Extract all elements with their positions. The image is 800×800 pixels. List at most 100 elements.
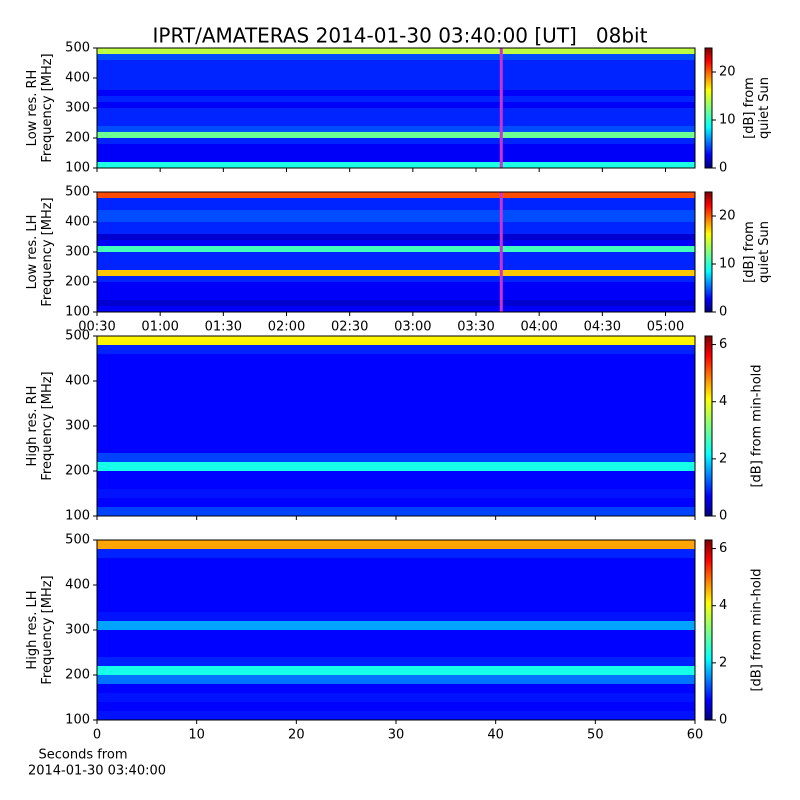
colorbar-tick-label: 0 [719, 161, 727, 176]
heatmap-cell [97, 216, 695, 222]
x-tick-label: 10 [188, 728, 205, 743]
heatmap-cell [97, 399, 695, 408]
y-tick-label: 200 [65, 131, 90, 146]
heatmap-cell [97, 498, 695, 507]
heatmap-cell [97, 282, 695, 288]
heatmap-cell [97, 372, 695, 381]
heatmap-cell [97, 276, 695, 282]
figure-title: IPRT/AMATERAS 2014-01-30 03:40:00 [UT] 0… [153, 24, 648, 48]
y-tick-label: 500 [65, 185, 90, 200]
colorbar-tick-label: 0 [719, 305, 727, 320]
colorbar-tick-label: 0 [719, 509, 727, 524]
y-axis-label: Frequency [MHz] [40, 53, 55, 162]
colorbar-tick-label: 20 [719, 209, 736, 224]
heatmap-cell [97, 84, 695, 90]
heatmap-cell [97, 381, 695, 390]
heatmap-cell [97, 576, 695, 585]
colorbar-label: [dB] from [742, 77, 757, 139]
y-axis-label: Low res. LH [25, 215, 40, 290]
colorbar [704, 335, 713, 517]
y-axis-label: Low res. RH [25, 70, 40, 147]
heatmap-cell [97, 294, 695, 300]
heatmap-cell [97, 336, 695, 345]
colorbar-tick-label: 20 [719, 65, 736, 80]
colorbar-tick-label: 10 [719, 113, 736, 128]
heatmap-cell [97, 144, 695, 150]
heatmap-cell [97, 234, 695, 240]
heatmap-cell [97, 507, 695, 516]
y-tick-label: 500 [65, 41, 90, 56]
y-axis-label: Frequency [MHz] [40, 575, 55, 684]
colorbar [704, 191, 713, 313]
heatmap-cell [97, 558, 695, 567]
heatmap-cell [97, 549, 695, 558]
heatmap-cell [97, 288, 695, 294]
x-tick-label: 00:30 [78, 320, 115, 335]
heatmap-cell [97, 126, 695, 132]
heatmap-cell [97, 228, 695, 234]
y-tick-label: 400 [65, 374, 90, 389]
x-tick-label: 04:00 [520, 320, 557, 335]
colorbar-label: [dB] from min-hold [750, 364, 765, 487]
x-tick-label: 02:00 [268, 320, 305, 335]
heatmap-cell [97, 66, 695, 72]
heatmap-cell [97, 108, 695, 114]
heatmap-cell [97, 132, 695, 138]
x-tick-label: 02:30 [331, 320, 368, 335]
y-tick-label: 400 [65, 578, 90, 593]
y-tick-label: 200 [65, 464, 90, 479]
colorbar [704, 47, 713, 169]
x-tick-label: 04:30 [584, 320, 621, 335]
y-tick-label: 500 [65, 533, 90, 548]
heatmap-cell [97, 54, 695, 60]
heatmap-cell [97, 489, 695, 498]
colorbar [704, 539, 713, 721]
x-tick-label: 03:00 [394, 320, 431, 335]
heatmap-cell [97, 198, 695, 204]
heatmap-cell [97, 306, 695, 312]
heatmap-cell [97, 210, 695, 216]
heatmap-cell [97, 204, 695, 210]
colorbar-label: quiet Sun [757, 77, 772, 139]
x-tick-label: 03:30 [457, 320, 494, 335]
heatmap-cell [97, 426, 695, 435]
heatmap-cell [97, 96, 695, 102]
heatmap-cell [97, 453, 695, 462]
heatmap-cell [97, 684, 695, 693]
colorbar-label: quiet Sun [757, 221, 772, 283]
colorbar-tick-label: 6 [719, 337, 727, 352]
heatmap-cell [97, 72, 695, 78]
heatmap-cell [97, 612, 695, 621]
heatmap-cell [97, 702, 695, 711]
x-axis-label: 2014-01-30 03:40:00 [28, 764, 166, 779]
x-axis-label: Seconds from [38, 748, 127, 763]
colorbar-tick-label: 4 [719, 394, 727, 409]
heatmap-cell [97, 156, 695, 162]
x-tick-label: 01:00 [141, 320, 178, 335]
y-tick-label: 300 [65, 245, 90, 260]
y-tick-label: 300 [65, 101, 90, 116]
heatmap-cell [97, 540, 695, 549]
y-tick-label: 500 [65, 329, 90, 344]
y-tick-label: 200 [65, 668, 90, 683]
colorbar-label: [dB] from [742, 221, 757, 283]
heatmap-cell [97, 594, 695, 603]
colorbar-tick-label: 4 [719, 598, 727, 613]
x-tick-label: 60 [687, 728, 704, 743]
colorbar-tick-label: 2 [719, 451, 727, 466]
y-tick-label: 100 [65, 509, 90, 524]
y-axis-label: Frequency [MHz] [40, 197, 55, 306]
x-tick-label: 50 [587, 728, 604, 743]
heatmap-cell [97, 240, 695, 246]
colorbar-label: [dB] from min-hold [750, 568, 765, 691]
heatmap-cell [97, 417, 695, 426]
heatmap-cell [97, 585, 695, 594]
colorbar-tick-label: 2 [719, 655, 727, 670]
heatmap-cell [97, 462, 695, 471]
y-axis-label: High res. LH [25, 590, 40, 669]
heatmap-cell [97, 138, 695, 144]
colorbar-tick-label: 10 [719, 257, 736, 272]
y-tick-label: 100 [65, 161, 90, 176]
heatmap-cell [97, 300, 695, 306]
heatmap-cell [97, 621, 695, 630]
